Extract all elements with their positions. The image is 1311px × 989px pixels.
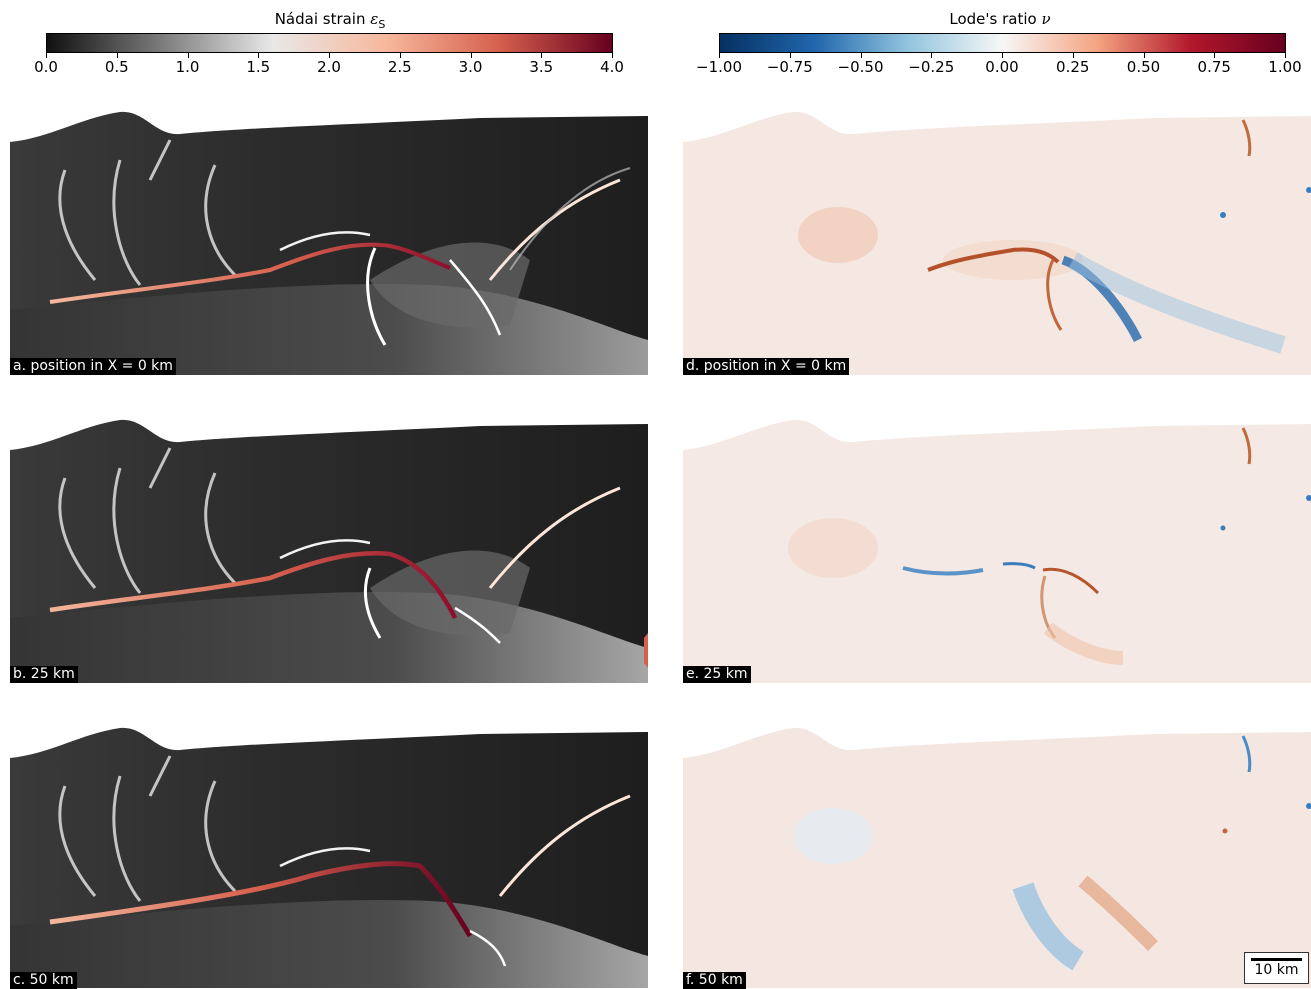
strain-colorbar xyxy=(46,33,613,53)
strain-tick-mark xyxy=(116,53,118,58)
lode-tick-mark xyxy=(789,53,791,58)
lode-tick-label: 0.25 xyxy=(1056,58,1090,76)
panel-d-label: d. position in X = 0 km xyxy=(683,358,850,375)
strain-tick-mark xyxy=(187,53,189,58)
panel-e-label: e. 25 km xyxy=(683,666,751,683)
lode-tick-label: 0.50 xyxy=(1126,58,1161,76)
strain-tick-label: 2.0 xyxy=(317,58,341,76)
strain-title-symbol: ε xyxy=(370,10,379,28)
strain-tick-label: 0.5 xyxy=(104,58,129,76)
lode-tick-mark xyxy=(1285,53,1286,58)
panel-b-label: b. 25 km xyxy=(10,666,78,683)
strain-tick-mark xyxy=(258,53,260,58)
lode-colorbar xyxy=(719,33,1286,53)
lode-map-panel-f xyxy=(683,726,1311,988)
strain-tick-label: 0.0 xyxy=(34,58,58,76)
lode-map-panel-d xyxy=(683,110,1311,375)
lode-colorbar-title: Lode's ratio ν xyxy=(880,10,1120,28)
lode-tick-mark xyxy=(931,53,933,58)
lode-map-panel-e xyxy=(683,418,1311,683)
strain-tick-mark xyxy=(470,53,472,58)
strain-map-panel-c xyxy=(10,726,648,988)
lode-title-symbol: ν xyxy=(1041,10,1051,28)
lode-tick-mark xyxy=(860,53,862,58)
lode-tick-label: −0.25 xyxy=(908,58,955,76)
strain-tick-mark xyxy=(612,53,613,58)
scale-bar: 10 km xyxy=(1244,952,1309,984)
strain-tick-label: 3.0 xyxy=(458,58,483,76)
strain-tick-label: 2.5 xyxy=(387,58,412,76)
strain-tick-label: 3.5 xyxy=(529,58,554,76)
strain-title-text: Nádai strain xyxy=(274,10,371,28)
lode-tick-mark xyxy=(719,53,720,58)
lode-tick-mark xyxy=(1072,53,1074,58)
strain-tick-mark xyxy=(329,53,330,58)
scale-bar-line xyxy=(1251,958,1302,961)
lode-tick-mark xyxy=(1143,53,1145,58)
strain-map-panel-a xyxy=(10,110,648,375)
lode-title-text: Lode's ratio xyxy=(949,10,1042,28)
panel-c-label: c. 50 km xyxy=(10,972,77,989)
strain-title-sub: S xyxy=(378,18,386,31)
strain-tick-mark xyxy=(46,53,47,58)
strain-tick-label: 4.0 xyxy=(600,58,624,76)
panel-f-label: f. 50 km xyxy=(683,972,746,989)
lode-tick-label: −1.00 xyxy=(696,58,742,76)
scale-bar-label: 10 km xyxy=(1254,962,1299,978)
lode-tick-label: −0.75 xyxy=(766,58,813,76)
panel-a-label: a. position in X = 0 km xyxy=(10,358,176,375)
strain-tick-label: 1.0 xyxy=(175,58,200,76)
strain-colorbar-title: Nádai strain εS xyxy=(200,10,460,31)
strain-tick-label: 1.5 xyxy=(246,58,271,76)
lode-tick-mark xyxy=(1214,53,1216,58)
lode-tick-mark xyxy=(1002,53,1003,58)
strain-map-panel-b xyxy=(10,418,648,683)
strain-tick-mark xyxy=(541,53,543,58)
strain-tick-mark xyxy=(399,53,401,58)
lode-tick-label: 1.00 xyxy=(1268,58,1302,76)
lode-tick-label: 0.75 xyxy=(1197,58,1231,76)
lode-tick-label: −0.50 xyxy=(837,58,884,76)
lode-tick-label: 0.00 xyxy=(985,58,1019,76)
